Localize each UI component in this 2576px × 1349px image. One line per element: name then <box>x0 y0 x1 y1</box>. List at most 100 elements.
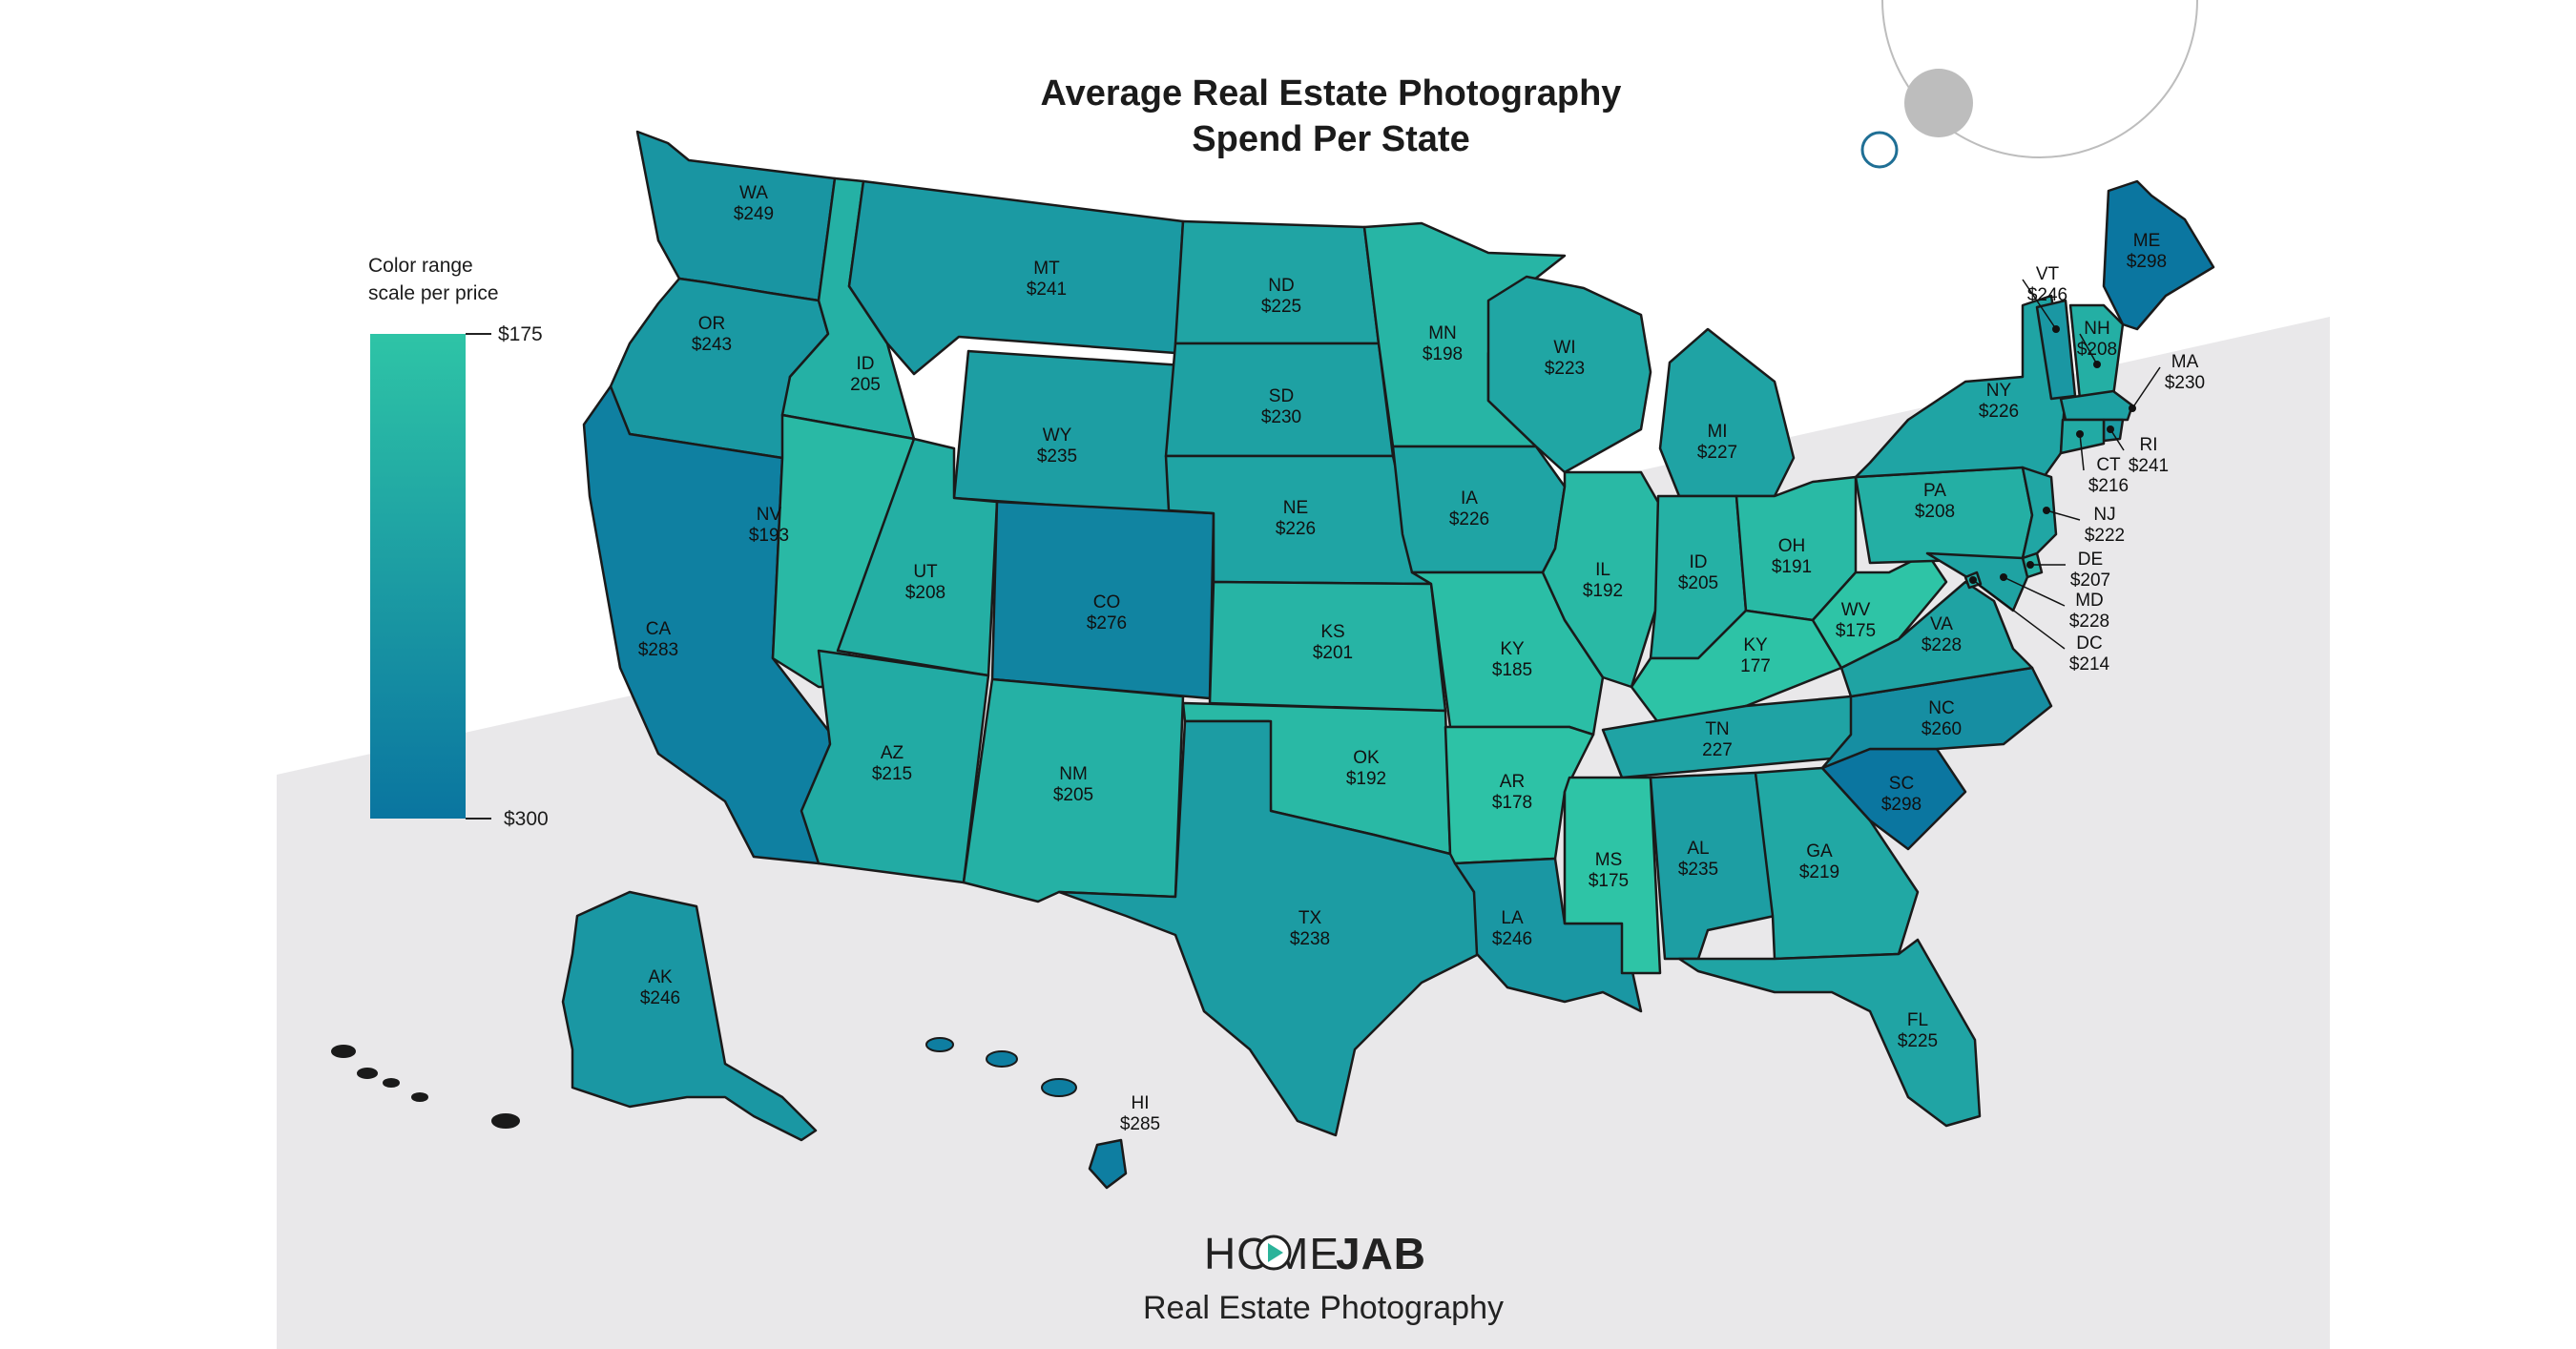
state-code-co: CO <box>1093 592 1121 612</box>
state-ma <box>2059 389 2134 422</box>
state-price-in: $205 <box>1678 573 1718 593</box>
state-price-pa: $208 <box>1915 502 1955 522</box>
state-price-az: $215 <box>872 764 912 784</box>
state-code-tn: TN <box>1705 719 1729 739</box>
legend-label-line2: scale per price <box>368 282 499 304</box>
state-price-sc: $298 <box>1881 795 1922 815</box>
state-price-ok: $192 <box>1346 769 1386 789</box>
state-code-fl: FL <box>1907 1010 1928 1030</box>
legend-min-label: $175 <box>498 323 543 345</box>
state-price-co: $276 <box>1087 613 1127 633</box>
state-price-or: $243 <box>692 335 732 355</box>
state-price-ne: $226 <box>1276 519 1316 539</box>
island-shape <box>925 1037 954 1052</box>
state-price-dc: $214 <box>2069 654 2110 674</box>
state-price-nh: $208 <box>2077 340 2117 360</box>
state-price-ny: $226 <box>1979 402 2019 422</box>
state-price-ar: $178 <box>1492 793 1532 813</box>
state-price-hi: $285 <box>1120 1114 1160 1134</box>
state-price-de: $207 <box>2070 571 2110 591</box>
state-ar <box>1444 725 1595 865</box>
state-hi <box>1088 1138 1128 1190</box>
state-code-md: MD <box>2075 591 2104 611</box>
state-price-tn: 227 <box>1702 740 1733 760</box>
state-code-pa: PA <box>1923 481 1946 501</box>
state-price-wy: $235 <box>1037 446 1077 467</box>
state-price-nj: $222 <box>2085 526 2125 546</box>
state-code-tx: TX <box>1298 908 1322 928</box>
brand-name-jab: JAB <box>1336 1229 1426 1278</box>
state-price-il: $192 <box>1583 581 1623 601</box>
state-code-mn: MN <box>1428 323 1457 343</box>
state-code-ok: OK <box>1353 748 1380 768</box>
leader-line-dc <box>1972 579 2066 650</box>
state-price-nd: $225 <box>1261 297 1301 317</box>
state-code-mt: MT <box>1033 259 1060 279</box>
state-price-nc: $260 <box>1922 719 1962 739</box>
island-shape <box>1041 1078 1077 1097</box>
legend-label-line1: Color range <box>368 255 473 277</box>
state-price-la: $246 <box>1492 929 1532 949</box>
leader-line-ct <box>2079 433 2085 471</box>
legend: Color range scale per price $175 $300 <box>368 255 549 830</box>
leader-dot-nj <box>2043 507 2050 514</box>
state-code-ca: CA <box>646 619 672 639</box>
state-code-il: IL <box>1595 560 1610 580</box>
brand-tagline: Real Estate Photography <box>1143 1290 1504 1326</box>
state-la <box>1453 857 1643 1013</box>
leader-dot-nh <box>2093 361 2101 368</box>
state-price-ca: $283 <box>638 640 678 660</box>
play-triangle-icon <box>1268 1243 1283 1262</box>
state-code-nc: NC <box>1928 698 1954 718</box>
island-shape <box>357 1068 378 1079</box>
state-code-ny: NY <box>1986 381 2012 401</box>
brand-logo: HOME JAB Real Estate Photography <box>1143 1229 1504 1326</box>
leader-line-ri <box>2109 428 2125 451</box>
state-wi <box>1486 275 1652 474</box>
state-price-tx: $238 <box>1290 929 1330 949</box>
state-price-ia: $226 <box>1449 509 1489 529</box>
state-code-de: DE <box>2078 550 2103 570</box>
state-code-mo: KY <box>1500 639 1525 659</box>
state-price-wv: $175 <box>1836 621 1876 641</box>
state-code-nm: NM <box>1059 764 1088 784</box>
state-code-ct: CT <box>2096 455 2121 475</box>
state-il <box>1541 470 1662 689</box>
state-code-ne: NE <box>1283 498 1308 518</box>
state-price-ak: $246 <box>640 988 680 1008</box>
leader-dot-md <box>2000 573 2007 581</box>
state-price-md: $228 <box>2069 612 2109 632</box>
state-ak <box>561 890 818 1142</box>
state-code-wa: WA <box>739 183 768 203</box>
state-code-me: ME <box>2133 231 2161 251</box>
state-code-mi: MI <box>1707 422 1727 442</box>
state-code-nj: NJ <box>2093 505 2115 525</box>
state-price-oh: $191 <box>1772 557 1812 577</box>
island-shape <box>411 1092 428 1102</box>
state-code-in: ID <box>1690 552 1708 572</box>
state-code-hi: HI <box>1132 1093 1150 1113</box>
state-wv <box>1811 551 1948 670</box>
state-price-ky: 177 <box>1740 656 1771 676</box>
state-price-nv: $193 <box>749 526 789 546</box>
state-price-ms: $175 <box>1589 871 1629 891</box>
leader-line-ma <box>2131 366 2161 409</box>
state-code-dc: DC <box>2076 633 2102 654</box>
state-price-al: $235 <box>1678 860 1718 880</box>
state-code-sd: SD <box>1269 386 1294 406</box>
state-price-wa: $249 <box>734 204 774 224</box>
leader-line-nh <box>2079 333 2098 365</box>
state-mt <box>847 179 1185 376</box>
state-code-az: AZ <box>881 743 904 763</box>
state-code-ky: KY <box>1743 635 1768 655</box>
state-price-mi: $227 <box>1697 443 1737 463</box>
state-code-ks: KS <box>1320 622 1344 642</box>
state-price-ut: $208 <box>905 583 945 603</box>
decor-ring-small <box>1860 131 1899 169</box>
island-shape <box>331 1045 356 1058</box>
decor-ring-large <box>1881 0 2198 158</box>
state-price-sd: $230 <box>1261 407 1301 427</box>
state-code-va: VA <box>1930 614 1953 634</box>
leader-dot-dc <box>1969 576 1977 584</box>
